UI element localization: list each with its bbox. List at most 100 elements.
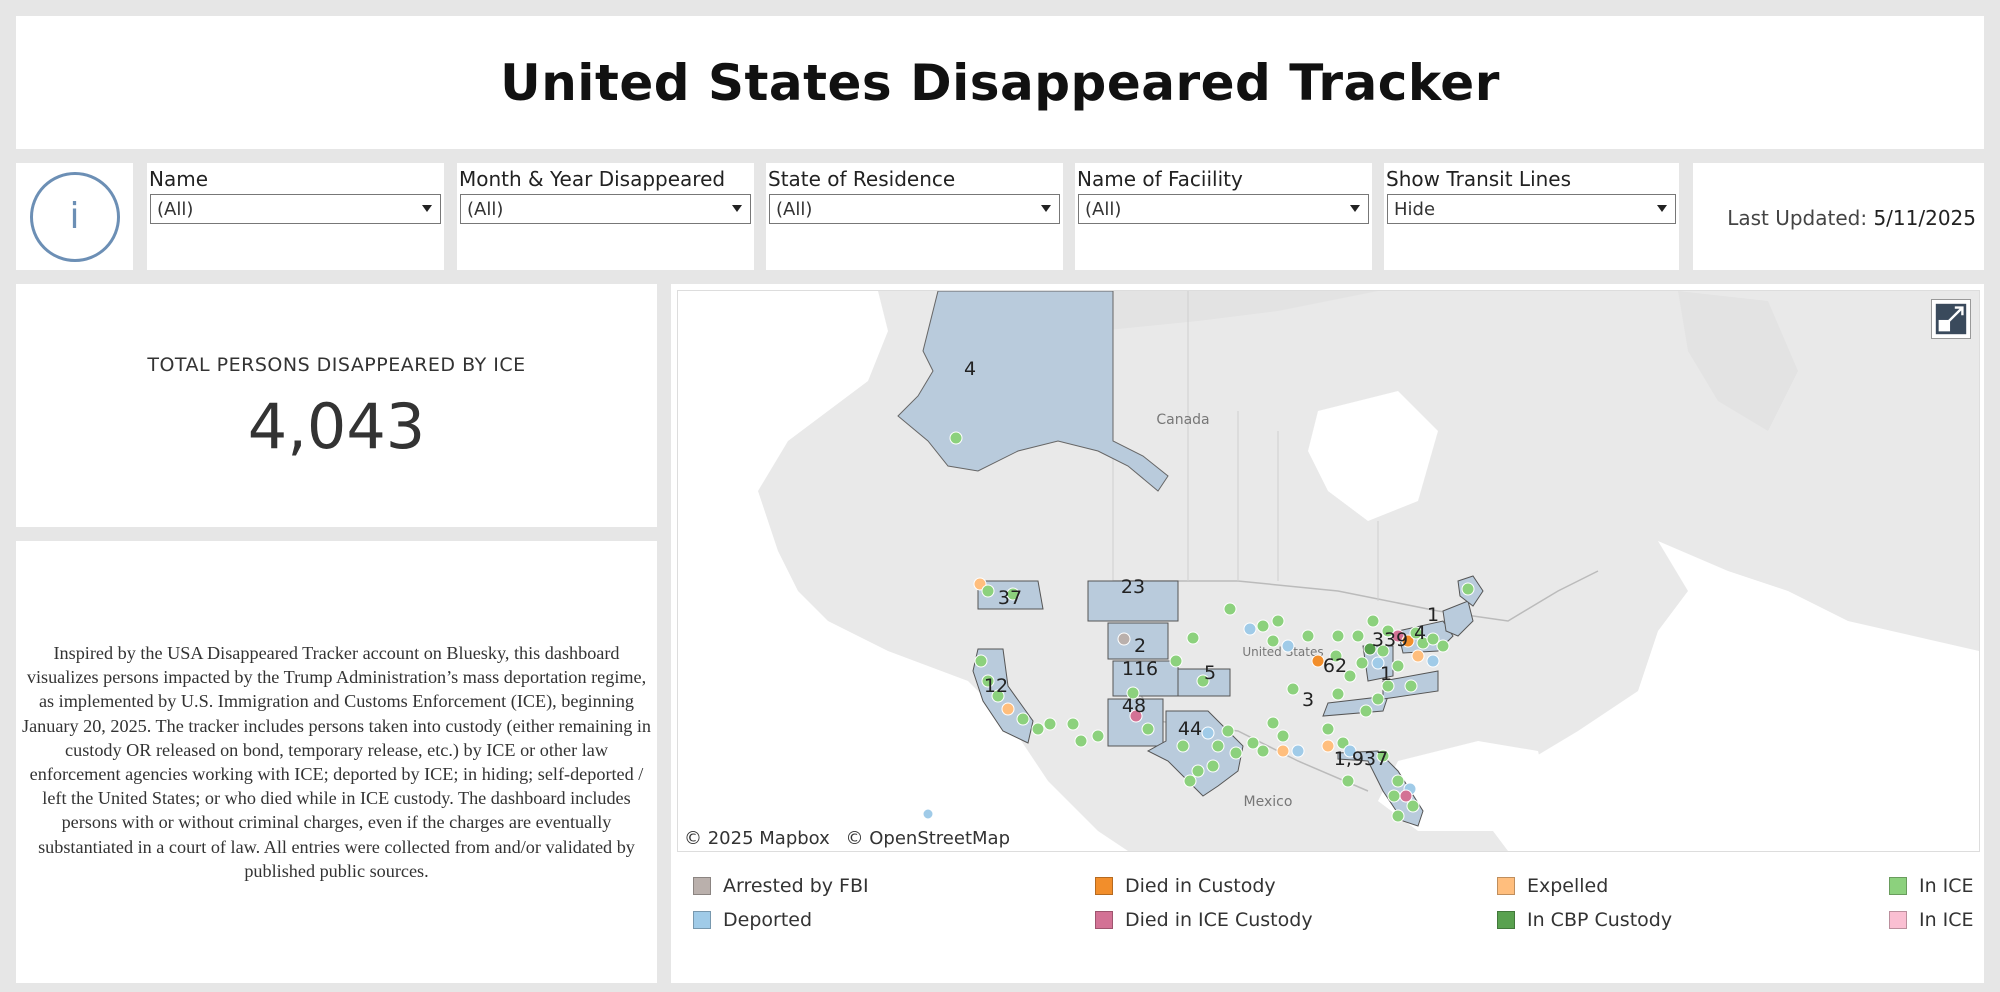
map-marker[interactable] [922, 808, 934, 820]
map-marker[interactable] [1341, 774, 1355, 788]
legend-item[interactable]: Arrested by FBI [693, 875, 869, 897]
map-marker[interactable] [1229, 746, 1243, 760]
map-marker[interactable] [1404, 679, 1418, 693]
map-marker[interactable] [1066, 717, 1080, 731]
map-marker[interactable] [1246, 736, 1260, 750]
state-wyoming[interactable] [1107, 622, 1169, 660]
legend-item[interactable]: Died in Custody [1095, 875, 1276, 897]
map-marker[interactable] [1276, 729, 1290, 743]
legend-item[interactable]: In ICE [1889, 909, 1974, 931]
state-new-england[interactable] [1442, 600, 1474, 637]
map-marker[interactable] [1031, 722, 1045, 736]
legend-item[interactable]: In CBP Custody [1497, 909, 1672, 931]
map-marker[interactable] [1321, 739, 1335, 753]
map-marker[interactable] [1366, 614, 1380, 628]
map-marker[interactable] [1286, 682, 1300, 696]
mapbox-credit[interactable]: © 2025 Mapbox [684, 828, 830, 849]
facility-dropdown[interactable]: (All) [1078, 194, 1369, 224]
map-marker[interactable] [1271, 614, 1285, 628]
map-marker[interactable] [1221, 724, 1235, 738]
map-marker[interactable] [1256, 744, 1270, 758]
map-marker[interactable] [1426, 632, 1440, 646]
map-marker[interactable] [1043, 717, 1057, 731]
osm-credit[interactable]: © OpenStreetMap [845, 828, 1010, 849]
map-marker[interactable] [1359, 704, 1373, 718]
map-marker[interactable] [1276, 744, 1290, 758]
state-montana[interactable] [1087, 580, 1179, 622]
map-marker[interactable] [1191, 764, 1205, 778]
map-marker[interactable] [991, 689, 1005, 703]
map-marker[interactable] [1391, 659, 1405, 673]
map-marker[interactable] [1311, 654, 1325, 668]
legend-item[interactable]: Died in ICE Custody [1095, 909, 1313, 931]
map-marker[interactable] [1363, 642, 1377, 656]
legend-item[interactable]: Deported [693, 909, 812, 931]
map-marker[interactable] [1331, 687, 1345, 701]
map-marker[interactable] [1406, 799, 1420, 813]
map-marker[interactable] [1206, 759, 1220, 773]
map-marker[interactable] [1281, 639, 1295, 653]
map-marker[interactable] [974, 654, 988, 668]
map-marker[interactable] [1196, 674, 1210, 688]
map-marker[interactable] [1006, 587, 1020, 601]
map-marker[interactable] [1409, 626, 1423, 640]
state-dropdown[interactable]: (All) [769, 194, 1060, 224]
map-marker[interactable] [1331, 629, 1345, 643]
map-marker[interactable] [1381, 679, 1395, 693]
map-marker[interactable] [1001, 702, 1015, 716]
map-marker[interactable] [1183, 774, 1197, 788]
map-marker[interactable] [1436, 639, 1450, 653]
map-marker[interactable] [1391, 774, 1405, 788]
map-marker[interactable] [1266, 634, 1280, 648]
map-marker[interactable] [1401, 634, 1415, 648]
map-marker[interactable] [1126, 686, 1140, 700]
map-marker[interactable] [1223, 602, 1237, 616]
filter-label: Name [149, 167, 209, 191]
map-marker[interactable] [1117, 632, 1131, 646]
state-florida[interactable] [1337, 750, 1424, 827]
map-marker[interactable] [1091, 729, 1105, 743]
month-year-dropdown[interactable]: (All) [460, 194, 751, 224]
map-marker[interactable] [1411, 649, 1425, 663]
map-marker[interactable] [949, 431, 963, 445]
map-marker[interactable] [1301, 629, 1315, 643]
map-marker[interactable] [1169, 654, 1183, 668]
map-marker[interactable] [1016, 712, 1030, 726]
map-marker[interactable] [981, 674, 995, 688]
transit-lines-dropdown[interactable]: Hide [1387, 194, 1676, 224]
map-marker[interactable] [1291, 744, 1305, 758]
map-marker[interactable] [1176, 739, 1190, 753]
map-marker[interactable] [981, 584, 995, 598]
legend-item[interactable]: In ICE [1889, 875, 1974, 897]
map-marker[interactable] [1074, 734, 1088, 748]
map-marker[interactable] [1141, 722, 1155, 736]
map-marker[interactable] [1371, 692, 1385, 706]
fullscreen-button[interactable] [1931, 299, 1971, 339]
map-marker[interactable] [1426, 654, 1440, 668]
map-marker[interactable] [1201, 726, 1215, 740]
map-marker[interactable] [1211, 739, 1225, 753]
map-canvas[interactable]: Canada Mexico United States [678, 291, 1979, 851]
state-alaska[interactable] [897, 291, 1169, 492]
map-marker[interactable] [1343, 669, 1357, 683]
legend-item[interactable]: Expelled [1497, 875, 1608, 897]
map-marker[interactable] [1256, 619, 1270, 633]
map-marker[interactable] [1351, 629, 1365, 643]
info-button[interactable]: i [29, 171, 120, 262]
map-marker[interactable] [1266, 716, 1280, 730]
name-dropdown[interactable]: (All) [150, 194, 441, 224]
map-marker[interactable] [1391, 809, 1405, 823]
map-marker[interactable] [1355, 656, 1369, 670]
map-marker[interactable] [1343, 744, 1357, 758]
map-marker[interactable] [1376, 644, 1390, 658]
map-marker[interactable] [1387, 789, 1401, 803]
map-marker[interactable] [1129, 709, 1143, 723]
map-marker[interactable] [1329, 649, 1343, 663]
map[interactable]: Canada Mexico United States [677, 290, 1980, 852]
map-marker[interactable] [1243, 622, 1257, 636]
map-marker[interactable] [1371, 656, 1385, 670]
map-marker[interactable] [1461, 582, 1475, 596]
map-marker[interactable] [1186, 631, 1200, 645]
map-marker[interactable] [1376, 749, 1390, 763]
map-marker[interactable] [1321, 722, 1335, 736]
